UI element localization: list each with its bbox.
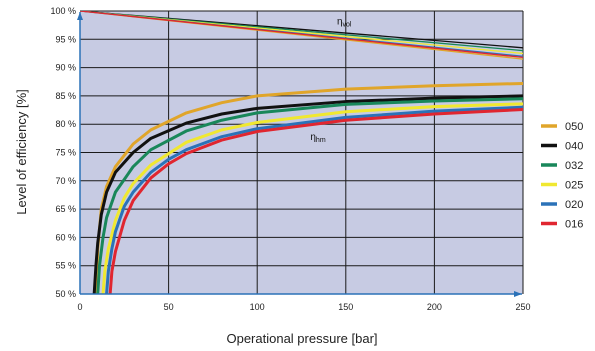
x-tick-label-5: 250 — [515, 302, 530, 312]
legend-label-020: 020 — [565, 199, 583, 211]
eta-vol-subscript: vol — [343, 22, 352, 29]
hm-line-020 — [105, 105, 523, 294]
eta-hm-subscript: hm — [316, 137, 326, 144]
y-tick-label-0: 50 % — [55, 289, 76, 299]
x-axis-title: Operational pressure [bar] — [226, 331, 377, 346]
hm-line-016 — [108, 107, 523, 294]
x-tick-label-1: 50 — [164, 302, 174, 312]
legend-label-025: 025 — [565, 180, 583, 192]
legend-label-040: 040 — [565, 141, 583, 153]
y-tick-label-6: 80 % — [55, 119, 76, 129]
y-tick-label-5: 75 % — [55, 148, 76, 158]
vol-line-016 — [80, 11, 523, 59]
y-tick-label-3: 65 % — [55, 204, 76, 214]
y-axis-arrow — [77, 12, 83, 20]
y-tick-label-2: 60 % — [55, 232, 76, 242]
y-axis-title: Level of efficiency [%] — [14, 89, 29, 215]
eta-vol-annotation: ηvol — [337, 17, 352, 29]
y-tick-label-4: 70 % — [55, 176, 76, 186]
y-tick-label-1: 55 % — [55, 261, 76, 271]
x-tick-label-0: 0 — [77, 302, 82, 312]
y-tick-label-9: 95 % — [55, 34, 76, 44]
legend-label-050: 050 — [565, 121, 583, 133]
eta-hm-annotation: ηhm — [310, 132, 325, 144]
x-tick-label-2: 100 — [250, 302, 265, 312]
y-tick-label-10: 100 % — [50, 6, 76, 16]
x-tick-label-3: 150 — [338, 302, 353, 312]
legend-label-032: 032 — [565, 160, 583, 172]
hm-line-040 — [92, 94, 523, 294]
series-layer — [80, 11, 523, 294]
hm-line-032 — [96, 97, 523, 294]
eta-hm-symbol: η — [310, 132, 316, 143]
y-tick-label-7: 85 % — [55, 91, 76, 101]
tick-labels: 0 50 100 150 200 250 50 % 55 % 60 % 65 % 70 % 75 % 8… — [50, 6, 530, 312]
y-tick-label-8: 90 % — [55, 63, 76, 73]
hm-line-025 — [101, 102, 523, 294]
legend-label-016: 016 — [565, 219, 583, 231]
x-tick-label-4: 200 — [427, 302, 442, 312]
eta-vol-symbol: η — [337, 17, 343, 28]
legend: 050 040 032 025 020 016 — [541, 121, 583, 231]
x-axis-arrow — [514, 291, 522, 297]
axes — [77, 12, 522, 297]
